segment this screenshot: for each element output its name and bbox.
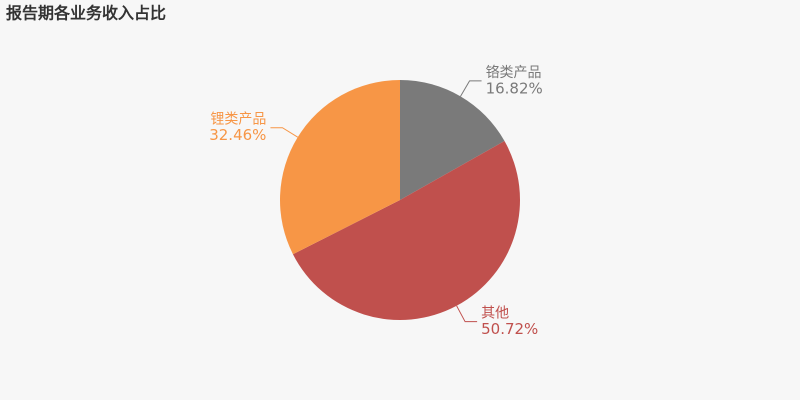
value-label: 50.72% bbox=[481, 320, 538, 338]
chart-title: 报告期各业务收入占比 bbox=[6, 4, 166, 23]
value-label: 32.46% bbox=[209, 126, 266, 144]
slice-label: 其他 bbox=[481, 306, 509, 322]
leader-line bbox=[456, 305, 478, 323]
leader-line bbox=[460, 80, 482, 97]
pie-slice bbox=[400, 80, 505, 200]
value-label: 16.82% bbox=[486, 79, 543, 97]
pie-slice bbox=[292, 141, 520, 320]
leader-line bbox=[270, 127, 299, 138]
slice-label: 铬类产品 bbox=[486, 65, 542, 81]
slice-label: 锂类产品 bbox=[210, 112, 266, 128]
pie-slice bbox=[279, 80, 400, 255]
